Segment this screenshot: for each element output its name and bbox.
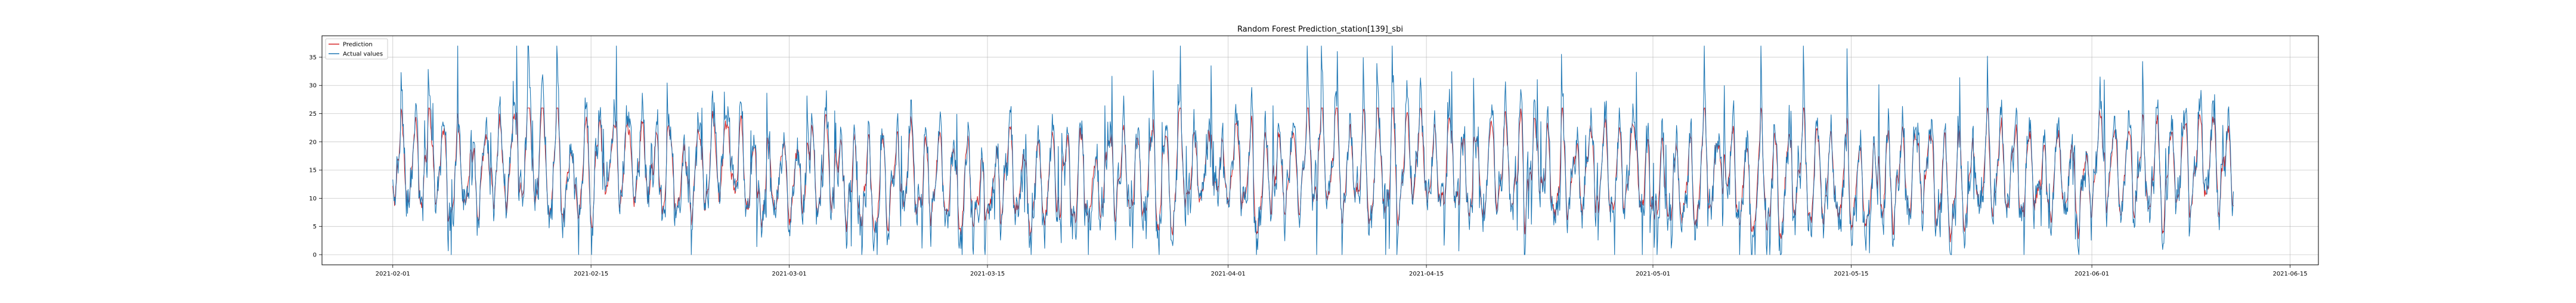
legend-prediction-label: Prediction xyxy=(343,42,373,48)
legend: Prediction Actual values xyxy=(325,38,388,60)
x-tick-label: 2021-06-15 xyxy=(2272,271,2307,277)
x-tick-label: 2021-05-15 xyxy=(1834,271,1868,277)
x-tick-label: 2021-03-01 xyxy=(772,271,807,277)
y-tick-label: 10 xyxy=(309,196,317,202)
y-tick-label: 35 xyxy=(309,54,317,61)
chart-title: Random Forest Prediction_station[139]_sb… xyxy=(1237,25,1403,34)
legend-actual-label: Actual values xyxy=(343,51,383,58)
y-tick-label: 20 xyxy=(309,139,317,146)
y-tick-label: 5 xyxy=(313,224,317,230)
y-tick-label: 25 xyxy=(309,111,317,118)
y-tick-label: 15 xyxy=(309,168,317,174)
x-tick-label: 2021-04-15 xyxy=(1409,271,1444,277)
axis-layer: 0 5 10 15 20 25 30 35 2021-02-01 2021-02-15 2021-0… xyxy=(309,54,2307,277)
y-tick-label: 0 xyxy=(313,252,317,258)
legend-box xyxy=(325,38,388,60)
series-line-actual-values xyxy=(392,45,2234,255)
x-tick-label: 2021-02-15 xyxy=(574,271,608,277)
x-tick-label: 2021-04-01 xyxy=(1211,271,1246,277)
x-tick-label: 2021-06-01 xyxy=(2075,271,2109,277)
plot-frame xyxy=(321,35,2319,265)
x-tick-label: 2021-03-15 xyxy=(970,271,1005,277)
series-layer xyxy=(392,45,2234,255)
x-tick-label: 2021-05-01 xyxy=(1636,271,1670,277)
series-line-prediction xyxy=(392,107,2234,243)
y-tick-label: 30 xyxy=(309,83,317,89)
grid-layer xyxy=(322,36,2318,265)
x-tick-label: 2021-02-01 xyxy=(376,271,410,277)
